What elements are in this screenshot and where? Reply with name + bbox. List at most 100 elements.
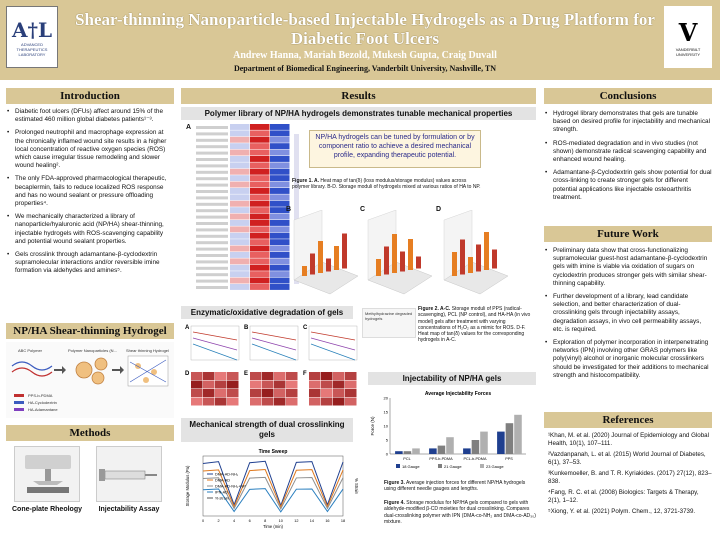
heatmap-cell [230,162,250,169]
degradation-line [192,337,238,351]
heatmap-row-label [196,126,228,129]
np-ha-schematic: ABC Polymer Polymer Nanoparticles (N... … [6,342,174,418]
heatmap-cell [270,136,290,143]
heatmap-row-label [196,183,228,187]
legend-label: IPN-AD [215,491,228,495]
np-ha-schematic-svg: ABC Polymer Polymer Nanoparticles (N... … [11,348,169,412]
y-tick-label: 10 [384,424,389,429]
heatmap-cell [270,252,290,258]
schematic-legend-label: HA-Adamantane [28,407,58,412]
y-axis-label: Force (N) [370,416,375,436]
heatmap-cell [270,188,290,194]
legend-label: DMA-AD-NH₂ [215,473,239,477]
heatmap-cell [203,389,215,397]
method-label-injectability: Injectability Assay [98,506,160,513]
bar [497,431,505,454]
heatmap-cell [250,130,270,137]
degradation-line [310,331,356,341]
y-axis-label: Storage Modulus (Pa) [185,465,190,506]
bar-3d [318,241,323,273]
heatmap-row-label [196,254,228,257]
legend-label: DMA-AD-NH₂+NP [215,485,246,489]
list-item: Diabetic foot ulcers (DFUs) affect aroun… [6,108,174,124]
degradation-line [251,343,297,361]
x-tick-label: 4 [233,519,235,523]
heatmap-cell [230,136,250,143]
plot-area [190,325,240,361]
heatmap-cell [309,380,321,389]
heatmap-cell [230,175,250,182]
bar-3d [476,244,481,272]
heatmap-cell [230,156,250,162]
heatmap-row-label [196,247,228,251]
heatmap-cell [215,380,227,389]
heatmap-row-label [196,228,228,232]
injectability-subheading: Injectability of NP/HA gels [368,372,536,385]
syringe-icon [99,469,157,481]
reference-item: ²Vazdanpanah, L. et al. (2015) World Jou… [548,451,706,466]
heatmap-cell [309,389,321,397]
heatmap-cell [286,372,298,380]
x-tick-label: PPS [505,457,513,461]
library-subheading: Polymer library of NP/HA hydrogels demon… [181,107,536,120]
methods-heading: Methods [6,425,174,441]
heatmap-cell [203,397,215,406]
x-tick-label: 18 [341,519,345,523]
series-line [202,476,344,510]
heatmap-cell [215,389,227,397]
heatmap-cell [227,389,239,397]
heatmap-cell [230,130,250,137]
heatmap-cell [250,156,270,162]
heatmap-row-label [196,209,228,213]
legend-label: % strain [215,497,229,501]
reference-item: ⁴Fang, R. C. et al. (2008) Biologics: Ta… [548,489,699,504]
time-sweep-chart: Time Sweep Storage Modulus (Pa) % Strain Ti… [185,449,359,529]
heatmap-cell [250,271,270,278]
heatmap-cell [250,207,270,214]
bar [514,414,522,454]
mechanical-subheading: Mechanical strength of dual crosslinking… [181,418,353,442]
bar-3d [310,253,315,275]
y-tick-label: 0 [386,452,389,457]
heatmap-cell [250,277,270,284]
bar-3d [302,266,307,276]
heatmap-cell [230,277,250,284]
university-logo: V VANDERBILT UNIVERSITY [664,6,712,68]
degradation-subheading: Enzymatic/oxidative degradation of gels [181,306,353,319]
heatmap-cell [250,380,262,389]
x-tick-label: 12 [294,519,298,523]
heatmap-cell [250,168,270,175]
heatmap-cell [270,213,290,220]
heatmap-cell [230,232,250,239]
heatmap-cell [230,188,250,194]
heatmap-cell [203,372,215,380]
heatmap-cell [250,181,270,188]
list-item: Hydrogel library demonstrates that gels … [544,110,712,135]
heatmap-cell [230,220,250,226]
heatmap-cell [262,389,274,397]
heatmap-cell [309,397,321,406]
future-work-heading: Future Work [544,226,712,242]
heatmap-cell [230,168,250,175]
conclusions-list: Hydrogel library demonstrates that gels … [544,110,712,207]
x-tick-label: 10 [279,519,283,523]
x-tick-label: 0 [202,519,204,523]
list-item: Gels crosslink through adamantane-β-cycl… [6,251,174,276]
x-tick-label: PPS-b-PDMA [429,457,453,461]
heatmap-row-label [196,215,228,219]
list-item: The only FDA-approved pharmacological th… [6,175,174,208]
heatmap-cell [270,175,290,182]
heatmap-cell [250,372,262,380]
degradation-line [251,337,297,351]
list-item: Prolonged neutrophil and macrophage expr… [6,129,174,170]
bar [412,448,420,454]
bar-3d [400,251,405,272]
bar [446,437,454,454]
heatmap-cell [270,258,290,265]
poster-header: A†L ADVANCED THERAPEUTICS LABORATORY She… [0,0,720,80]
x-tick-label: 14 [310,519,314,523]
heatmap-cell [230,252,250,258]
heatmap-cell [230,181,250,188]
bar-3d [468,257,473,273]
bar-3d [460,239,465,275]
